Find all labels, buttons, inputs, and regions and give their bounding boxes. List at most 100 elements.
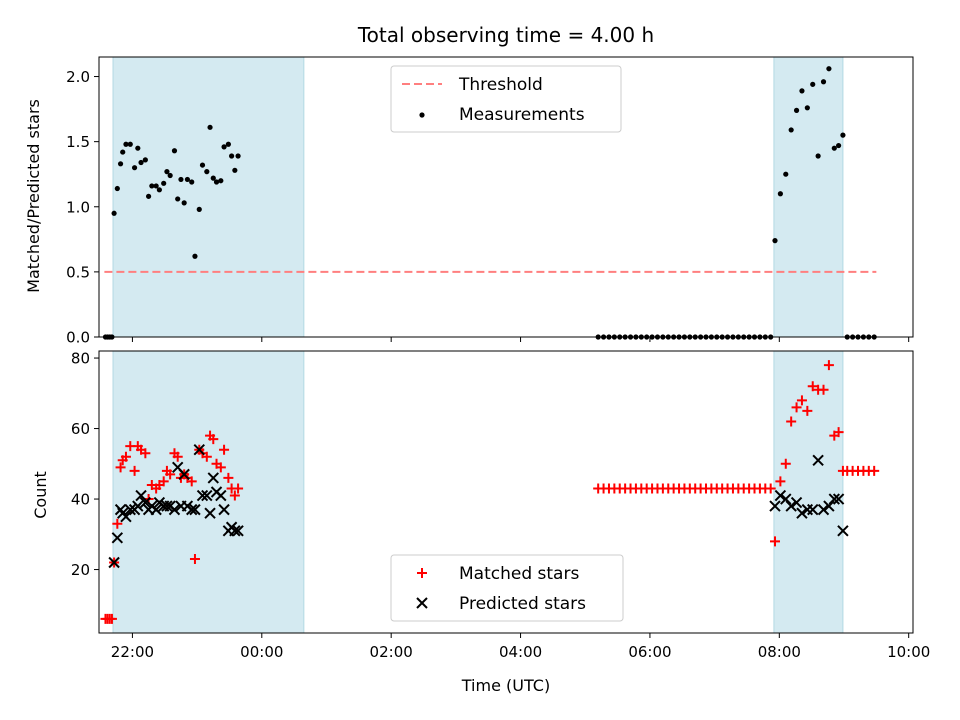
measurement-point (127, 141, 133, 147)
legend-box (390, 554, 624, 622)
top-y-axis-label: Matched/Predicted stars (24, 99, 43, 293)
bottom-y-tick-label: 80 (71, 350, 90, 368)
matched-stars-point (775, 476, 786, 487)
predicted-stars-point (111, 532, 124, 544)
predicted-stars-point (215, 489, 227, 502)
top-panel: 0.0 0.5 1.0 1.5 2.0 Threshold Measurements (66, 56, 914, 347)
bottom-series-2 (108, 443, 849, 569)
top-legend: Threshold Measurements (390, 65, 622, 133)
measurement-point (777, 191, 783, 197)
predicted-stars-point (769, 500, 781, 512)
measurement-point (161, 180, 167, 186)
measurement-point (184, 176, 191, 183)
matched-stars-point (189, 553, 200, 564)
measurement-point (181, 200, 187, 206)
measurement-point (836, 142, 842, 149)
predicted-stars-point (796, 507, 808, 519)
measurement-point (138, 159, 144, 166)
measurement-point (783, 171, 789, 177)
measurement-point (826, 66, 832, 72)
matched-stars-point (120, 451, 131, 462)
matched-stars-point (115, 462, 126, 473)
measurement-point (810, 81, 816, 87)
measurement-point (213, 179, 220, 185)
matched-stars-point (869, 465, 880, 476)
predicted-stars-point (150, 503, 162, 516)
predicted-stars-point (780, 493, 792, 505)
predicted-stars-point (132, 500, 144, 512)
measurement-point (840, 132, 846, 138)
measurement-point (218, 178, 224, 184)
measurements-legend-swatch (419, 112, 425, 118)
measurement-point (788, 127, 794, 133)
bottom-y-tick-label: 40 (71, 491, 90, 509)
measurement-point (804, 105, 810, 111)
measurement-point (189, 179, 195, 185)
predicted-stars-point (196, 489, 209, 502)
matched-stars-point (233, 483, 244, 494)
measurement-point (114, 185, 120, 192)
matched-stars-point (786, 416, 797, 427)
measurement-point (178, 176, 184, 183)
x-tick-label: 00:00 (240, 643, 283, 661)
measurement-point (207, 124, 213, 130)
predicted-stars-point (161, 500, 173, 512)
bottom-y-axis-label: Count (31, 471, 50, 519)
measurement-point (815, 153, 821, 159)
predicted-stars-point (124, 503, 136, 516)
measurement-point (793, 107, 800, 113)
measurement-point (199, 162, 206, 168)
measurement-point (221, 144, 227, 150)
predicted-stars-point (135, 489, 147, 502)
measurement-point (225, 141, 231, 147)
measurement-point (772, 238, 778, 244)
measurement-point (156, 187, 162, 193)
measurement-point (131, 165, 138, 171)
predicted-stars-point (120, 510, 132, 523)
measurement-point (196, 206, 202, 212)
measurement-point (235, 153, 241, 159)
matched-stars-point (823, 360, 834, 371)
measurement-point (229, 153, 235, 159)
matched-stars-point (106, 613, 117, 624)
predicted-stars-point (186, 503, 198, 516)
matched-stars-point (223, 472, 234, 483)
predicted-stars-point (207, 472, 219, 484)
matched-stars-legend-swatch (417, 568, 427, 578)
bottom-y-tick-label: 60 (71, 420, 90, 438)
x-tick-label: 06:00 (628, 643, 671, 661)
measurement-point (123, 141, 129, 147)
x-axis-label: Time (UTC) (461, 676, 550, 695)
top-y-tick-label: 0.5 (66, 263, 90, 281)
matched-stars-point (229, 490, 240, 501)
predicted-stars-point (232, 525, 244, 537)
matched-stars-point (186, 476, 197, 487)
measurement-point (142, 157, 148, 163)
matched-stars-point (769, 536, 780, 547)
predicted-stars-point (807, 503, 819, 516)
matched-stars-point (172, 451, 183, 462)
measurement-point (120, 149, 126, 155)
predicted-stars-point (189, 503, 201, 516)
x-tick-label: 08:00 (758, 643, 801, 661)
matched-stars-point (807, 381, 818, 392)
matched-stars-point (165, 469, 176, 480)
matched-stars-point (802, 405, 813, 416)
measurement-point (232, 167, 238, 173)
measurement-point (117, 161, 124, 167)
predicted-stars-point (168, 503, 181, 516)
predicted-stars-point (218, 503, 230, 516)
measurement-point (153, 183, 159, 189)
x-tick-label: 02:00 (370, 643, 413, 661)
chart-title: Total observing time = 4.00 h (357, 23, 654, 47)
matched-stars-point (219, 444, 230, 455)
top-observing-window-1 (112, 56, 305, 338)
predicted-stars-point (812, 454, 824, 466)
measurement-point (175, 196, 181, 202)
measurement-point (145, 193, 152, 199)
predicted-stars-point (201, 489, 213, 502)
predicted-stars-point (204, 507, 216, 519)
matched-stars-legend-label: Matched stars (459, 564, 579, 584)
measurement-point (820, 79, 827, 85)
